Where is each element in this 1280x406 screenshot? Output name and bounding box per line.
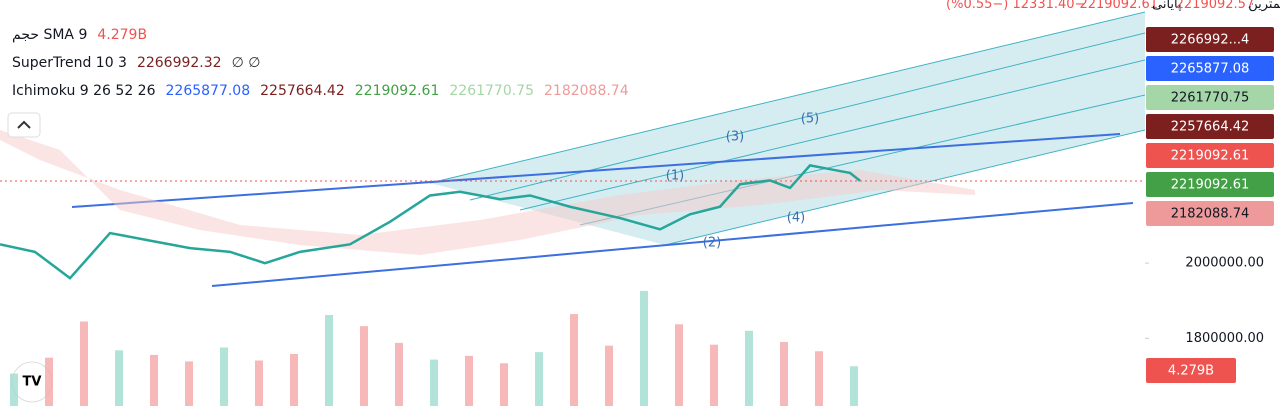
channel-line [519,59,1146,211]
volume-bar [465,355,473,406]
volume-bar [430,359,438,406]
header-close-label: پایانی [1152,0,1182,12]
price-label: 2261770.75 [1146,85,1274,110]
price-label-text: 2219092.61 [1171,149,1250,164]
volume-bar [745,330,753,406]
indicator-value: 2266992.32 [137,55,222,71]
ohlc-header: شاخص · 1D · کل بورسباز2231356.98بیشترین2… [946,0,1280,12]
price-label-text: 2257664.42 [1171,120,1250,135]
wave-label: (4) [787,211,805,226]
indicator-legend: SuperTrend 10 3 2266992.32 ∅ ∅ [12,55,260,71]
volume-bar [500,363,508,406]
volume-bar [815,351,823,406]
collapse-button[interactable] [7,112,41,138]
chevron [17,120,31,129]
volume-label-text: 4.279B [1168,364,1214,379]
wave-label: (1) [666,169,684,184]
volume-bar [780,341,788,406]
price-label-text: 2266992...4 [1171,33,1250,48]
volume-bar [360,326,368,406]
price-label-box [1146,85,1274,110]
price-label: 2219092.61 [1146,172,1274,197]
price-label-text: 2182088.74 [1171,207,1250,222]
y-tick-label: 2000000.00 [1185,256,1264,271]
volume-bar [570,314,578,406]
volume-bar [325,315,333,406]
price-label-box [1146,201,1274,226]
price-label: 2257664.42 [1146,114,1274,139]
volume-bar [45,357,53,406]
indicator-value: 2261770.75 [449,83,534,99]
volume-bar [850,366,858,406]
trend-line [211,202,1134,287]
price-label: 2265877.08 [1146,56,1274,81]
price-label-text: 2265877.08 [1171,62,1250,77]
price-label: 2219092.61 [1146,143,1274,168]
channel-line [429,11,1146,184]
price-label-box [1146,143,1274,168]
indicator-name: SuperTrend 10 3 [12,55,127,71]
header-low: 2219092.57 [1176,0,1255,12]
trend-line [71,133,1121,208]
y-tick-label: 1800000.00 [1185,331,1264,346]
volume-bar [80,321,88,406]
volume-bar [710,344,718,406]
volume-bar [675,324,683,406]
price-label-box [1146,172,1274,197]
price-line [0,164,861,280]
price-label-box [1146,56,1274,81]
price-label-box [1146,114,1274,139]
volume-bar [290,354,298,406]
price-label-text: 2261770.75 [1171,91,1250,106]
indicator-value: 2219092.61 [355,83,440,99]
cloud [0,130,975,255]
price-label: 2266992...4 [1146,27,1274,52]
volume-bar [115,350,123,406]
price-label-text: 2219092.61 [1171,178,1250,193]
wave-label: (3) [726,130,744,145]
indicator-value: ∅ ∅ [232,55,261,71]
indicator-name: حجم SMA 9 [12,27,87,43]
volume-bar [535,352,543,406]
pitchfork [0,11,1146,287]
price-label-box [1146,27,1274,52]
indicator-name: Ichimoku 9 26 52 26 [12,83,156,99]
wave-label: (2) [703,236,721,251]
volume-bar [605,345,613,406]
indicator-value: 2182088.74 [544,83,629,99]
wave-label: (5) [801,112,819,127]
volume-bar [220,347,228,406]
header-close: 2219092.61 [1079,0,1158,12]
indicator-value: 2257664.42 [260,83,345,99]
volume-label-box [1146,358,1236,383]
header-low-label: کمترین [1248,0,1280,12]
indicator-legend: Ichimoku 9 26 52 26 2265877.08 2257664.42 2… [12,83,629,99]
logo-text: TV [23,375,42,390]
volume-bar [395,342,403,406]
volume-label: 4.279B [1146,358,1236,383]
volume-bar [640,290,648,406]
volume-bar [150,354,158,406]
indicator-value: 2265877.08 [166,83,251,99]
header-change: −12331.40 (−0.55%) [946,0,1085,12]
channel-fill [430,12,1145,245]
volume-bar [255,360,263,406]
volume-bar [185,361,193,406]
indicator-legend: حجم SMA 9 4.279B [12,27,147,43]
price-label: 2182088.74 [1146,201,1274,226]
indicator-value: 4.279B [97,27,147,43]
volume-bar [10,373,18,406]
